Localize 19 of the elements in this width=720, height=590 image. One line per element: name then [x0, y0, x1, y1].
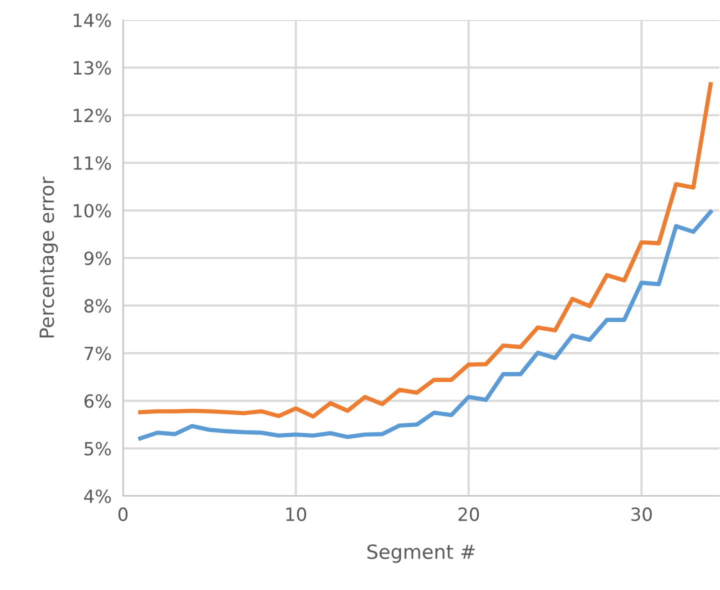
y-tick-label: 8% — [84, 299, 111, 313]
y-tick-label: 12% — [74, 108, 111, 122]
x-tick-label: 30 — [631, 507, 652, 522]
y-tick-label: 7% — [84, 346, 111, 360]
x-tick-label: 0 — [118, 507, 128, 522]
y-tick-label: 11% — [74, 156, 111, 170]
y-tick-label: 9% — [84, 251, 111, 266]
line-series — [138, 210, 713, 440]
y-tick-label: 6% — [84, 394, 111, 408]
y-tick-label: 10% — [74, 204, 111, 218]
x-tick-label: 20 — [458, 507, 479, 522]
y-axis-title: Percentage error — [40, 176, 58, 338]
x-tick-label: 10 — [286, 507, 306, 522]
line-series — [138, 82, 713, 419]
y-tick-label: 13% — [74, 61, 111, 75]
y-tick-label: 4% — [84, 489, 111, 504]
y-tick-label: 14% — [74, 13, 111, 28]
y-tick-label: 5% — [84, 442, 111, 456]
x-axis-title: Segment # — [367, 544, 475, 563]
